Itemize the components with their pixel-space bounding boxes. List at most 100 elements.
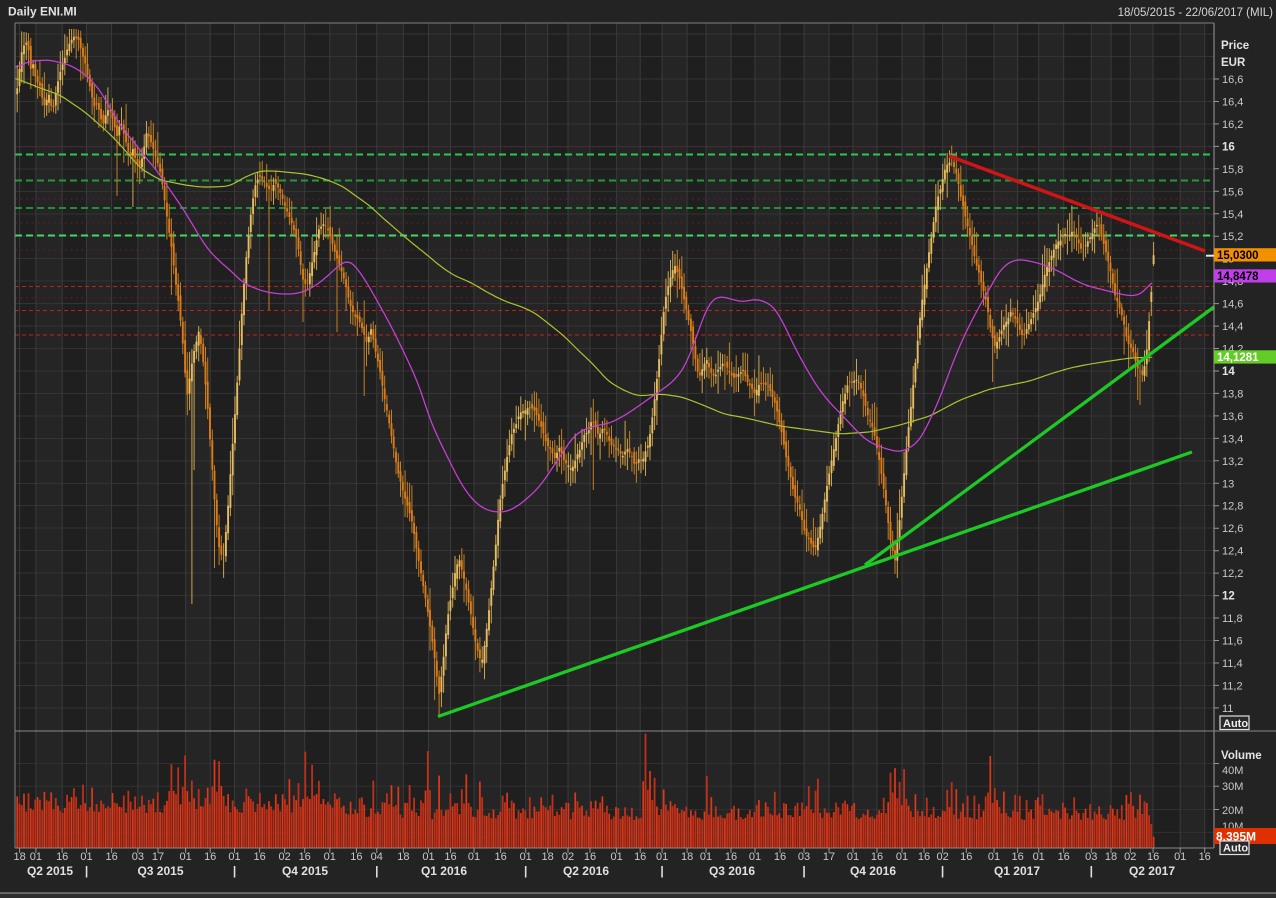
- svg-text:01: 01: [700, 851, 712, 863]
- svg-text:15,0300: 15,0300: [1217, 250, 1259, 262]
- svg-text:12,8: 12,8: [1222, 501, 1243, 513]
- svg-text:11,6: 11,6: [1222, 636, 1243, 648]
- svg-text:16: 16: [1147, 851, 1159, 863]
- svg-text:16,6: 16,6: [1222, 74, 1243, 86]
- svg-text:13,8: 13,8: [1222, 388, 1243, 400]
- svg-text:13,2: 13,2: [1222, 456, 1243, 468]
- svg-text:16: 16: [350, 851, 362, 863]
- svg-text:Q1 2017: Q1 2017: [994, 864, 1040, 878]
- svg-text:13: 13: [1222, 478, 1234, 490]
- svg-text:30M: 30M: [1222, 781, 1243, 793]
- svg-text:16: 16: [253, 851, 265, 863]
- svg-text:8,395M: 8,395M: [1216, 830, 1256, 844]
- svg-text:20M: 20M: [1222, 805, 1243, 817]
- svg-text:16: 16: [444, 851, 456, 863]
- svg-text:Auto: Auto: [1223, 718, 1248, 730]
- svg-text:01: 01: [610, 851, 622, 863]
- svg-text:15,8: 15,8: [1222, 164, 1243, 176]
- svg-text:11,4: 11,4: [1222, 658, 1243, 670]
- svg-text:16: 16: [774, 851, 786, 863]
- svg-text:01: 01: [847, 851, 859, 863]
- svg-text:16: 16: [494, 851, 506, 863]
- svg-text:16: 16: [1199, 851, 1211, 863]
- svg-text:|: |: [375, 864, 378, 878]
- svg-text:01: 01: [80, 851, 92, 863]
- svg-text:13,6: 13,6: [1222, 411, 1243, 423]
- svg-text:01: 01: [468, 851, 480, 863]
- svg-text:01: 01: [179, 851, 191, 863]
- svg-text:17: 17: [823, 851, 835, 863]
- svg-text:03: 03: [1085, 851, 1097, 863]
- svg-text:01: 01: [1174, 851, 1186, 863]
- svg-text:|: |: [1090, 864, 1093, 878]
- svg-text:16: 16: [871, 851, 883, 863]
- svg-text:17: 17: [152, 851, 164, 863]
- svg-text:11,8: 11,8: [1222, 613, 1243, 625]
- svg-text:14,1281: 14,1281: [1217, 352, 1259, 364]
- svg-text:16: 16: [204, 851, 216, 863]
- svg-text:|: |: [660, 864, 663, 878]
- svg-text:16: 16: [56, 851, 68, 863]
- svg-text:14,4: 14,4: [1222, 321, 1243, 333]
- svg-text:01: 01: [1033, 851, 1045, 863]
- svg-text:01: 01: [656, 851, 668, 863]
- svg-text:|: |: [233, 864, 236, 878]
- svg-text:13,4: 13,4: [1222, 433, 1243, 445]
- svg-text:Auto: Auto: [1223, 843, 1248, 855]
- svg-text:|: |: [802, 864, 805, 878]
- svg-text:18/05/2015 - 22/06/2017 (MIL): 18/05/2015 - 22/06/2017 (MIL): [1118, 7, 1274, 19]
- svg-text:18: 18: [541, 851, 553, 863]
- svg-text:18: 18: [13, 851, 25, 863]
- svg-text:EUR: EUR: [1221, 57, 1246, 69]
- svg-text:01: 01: [30, 851, 42, 863]
- svg-text:14,6: 14,6: [1222, 299, 1243, 311]
- svg-text:Q2 2015: Q2 2015: [27, 864, 73, 878]
- svg-text:03: 03: [132, 851, 144, 863]
- svg-text:12: 12: [1222, 591, 1235, 603]
- svg-text:01: 01: [896, 851, 908, 863]
- svg-text:Volume: Volume: [1221, 750, 1262, 762]
- svg-text:16: 16: [1011, 851, 1023, 863]
- svg-text:|: |: [524, 864, 527, 878]
- svg-text:Price: Price: [1221, 40, 1249, 52]
- svg-text:12,6: 12,6: [1222, 523, 1243, 535]
- svg-text:01: 01: [988, 851, 1000, 863]
- svg-text:16: 16: [725, 851, 737, 863]
- svg-text:11: 11: [1222, 703, 1233, 715]
- svg-text:15,2: 15,2: [1222, 231, 1243, 243]
- svg-text:14,8478: 14,8478: [1217, 271, 1259, 283]
- svg-text:12,4: 12,4: [1222, 546, 1243, 558]
- svg-text:16: 16: [918, 851, 930, 863]
- svg-text:Q3 2016: Q3 2016: [709, 864, 755, 878]
- svg-text:14: 14: [1222, 366, 1235, 378]
- svg-text:01: 01: [749, 851, 761, 863]
- svg-text:18: 18: [681, 851, 693, 863]
- svg-text:18: 18: [1105, 851, 1117, 863]
- svg-text:16: 16: [960, 851, 972, 863]
- svg-text:16,4: 16,4: [1222, 97, 1243, 109]
- svg-text:16: 16: [634, 851, 646, 863]
- svg-text:16: 16: [1222, 141, 1235, 153]
- svg-text:|: |: [85, 864, 88, 878]
- svg-text:40M: 40M: [1222, 765, 1243, 777]
- svg-text:|: |: [941, 864, 944, 878]
- svg-text:16: 16: [1058, 851, 1070, 863]
- svg-text:Q2 2017: Q2 2017: [1129, 864, 1175, 878]
- svg-text:01: 01: [422, 851, 434, 863]
- svg-text:01: 01: [324, 851, 336, 863]
- svg-text:Q4 2016: Q4 2016: [850, 864, 896, 878]
- svg-text:01: 01: [520, 851, 532, 863]
- svg-text:16: 16: [299, 851, 311, 863]
- svg-text:11,2: 11,2: [1222, 680, 1243, 692]
- svg-text:16: 16: [105, 851, 117, 863]
- svg-text:16: 16: [584, 851, 596, 863]
- svg-text:12,2: 12,2: [1222, 568, 1243, 580]
- svg-text:Daily ENI.MI: Daily ENI.MI: [8, 5, 77, 19]
- svg-text:02: 02: [562, 851, 574, 863]
- svg-text:18: 18: [397, 851, 409, 863]
- svg-text:02: 02: [1124, 851, 1136, 863]
- svg-text:Q4 2015: Q4 2015: [282, 864, 328, 878]
- svg-text:Q1 2016: Q1 2016: [421, 864, 467, 878]
- svg-text:16,2: 16,2: [1222, 119, 1243, 131]
- svg-text:04: 04: [371, 851, 383, 863]
